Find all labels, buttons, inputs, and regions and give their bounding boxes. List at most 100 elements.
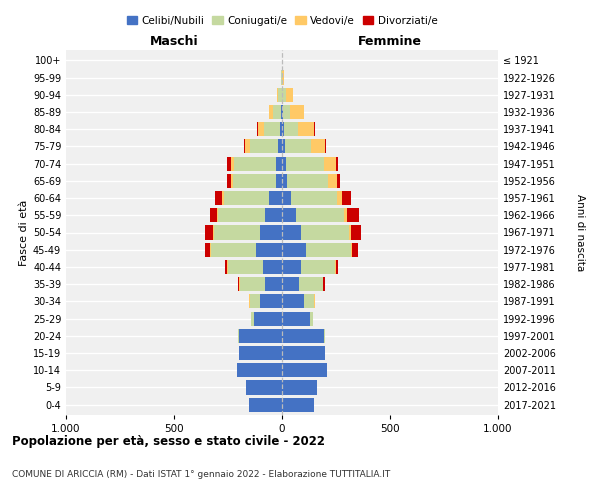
Bar (238, 328, 239, 343)
Bar (205, 226, 213, 239)
Bar (304, 294, 314, 308)
Bar (343, 191, 351, 205)
Bar (257, 122, 258, 136)
Bar (277, 88, 278, 102)
Bar (269, 105, 274, 119)
Bar (239, 346, 282, 360)
Bar (282, 380, 317, 394)
Bar (231, 174, 233, 188)
Text: Popolazione per età, sesso e stato civile - 2022: Popolazione per età, sesso e stato civil… (12, 435, 325, 448)
Bar (209, 242, 211, 257)
Bar (282, 208, 296, 222)
Bar (258, 122, 263, 136)
Bar (263, 260, 282, 274)
Bar (347, 208, 359, 222)
Bar (218, 208, 265, 222)
Bar (286, 156, 324, 170)
Bar (240, 277, 265, 291)
Bar (282, 156, 286, 170)
Bar (256, 242, 282, 257)
Bar (285, 140, 311, 153)
Text: Maschi: Maschi (149, 36, 199, 49)
Bar (352, 242, 358, 257)
Bar (265, 277, 282, 291)
Bar (290, 105, 304, 119)
Bar (205, 242, 209, 257)
Bar (283, 105, 290, 119)
Bar (236, 363, 282, 378)
Bar (324, 328, 325, 343)
Bar (282, 242, 306, 257)
Bar (325, 140, 326, 153)
Bar (287, 174, 328, 188)
Bar (323, 277, 325, 291)
Bar (299, 277, 323, 291)
Bar (233, 174, 275, 188)
Bar (282, 294, 304, 308)
Bar (247, 380, 282, 394)
Bar (282, 363, 328, 378)
Bar (282, 328, 324, 343)
Text: COMUNE DI ARICCIA (RM) - Dati ISTAT 1° gennaio 2022 - Elaborazione TUTTITALIA.IT: COMUNE DI ARICCIA (RM) - Dati ISTAT 1° g… (12, 470, 390, 479)
Bar (251, 312, 254, 326)
Bar (278, 88, 281, 102)
Bar (231, 156, 235, 170)
Bar (336, 156, 338, 170)
Bar (227, 260, 228, 274)
Bar (290, 191, 337, 205)
Bar (217, 208, 218, 222)
Bar (306, 242, 351, 257)
Bar (282, 122, 284, 136)
Bar (254, 312, 282, 326)
Bar (282, 277, 299, 291)
Bar (260, 226, 282, 239)
Bar (351, 226, 361, 239)
Bar (328, 174, 337, 188)
Bar (260, 294, 282, 308)
Bar (344, 208, 347, 222)
Bar (263, 122, 280, 136)
Bar (281, 70, 282, 85)
Bar (235, 156, 275, 170)
Bar (281, 105, 282, 119)
Bar (283, 88, 286, 102)
Bar (275, 174, 282, 188)
Bar (213, 226, 214, 239)
Bar (282, 191, 290, 205)
Bar (222, 191, 224, 205)
Bar (282, 140, 285, 153)
Bar (239, 328, 282, 343)
Bar (282, 260, 301, 274)
Bar (282, 312, 310, 326)
Bar (250, 140, 278, 153)
Text: Femmine: Femmine (358, 36, 422, 49)
Bar (296, 208, 344, 222)
Bar (324, 156, 336, 170)
Y-axis label: Anni di nascita: Anni di nascita (575, 194, 586, 271)
Bar (248, 398, 282, 411)
Legend: Celibi/Nubili, Coniugati/e, Vedovi/e, Divorziati/e: Celibi/Nubili, Coniugati/e, Vedovi/e, Di… (122, 12, 442, 30)
Bar (274, 105, 281, 119)
Bar (284, 122, 298, 136)
Bar (245, 140, 250, 153)
Bar (244, 140, 245, 153)
Bar (250, 294, 260, 308)
Bar (286, 88, 293, 102)
Bar (282, 398, 314, 411)
Bar (349, 226, 351, 239)
Bar (337, 174, 340, 188)
Bar (227, 174, 231, 188)
Bar (227, 156, 231, 170)
Bar (280, 122, 282, 136)
Bar (337, 191, 343, 205)
Bar (215, 191, 222, 205)
Bar (282, 346, 325, 360)
Bar (278, 140, 282, 153)
Bar (310, 312, 313, 326)
Bar (351, 242, 352, 257)
Bar (211, 242, 256, 257)
Bar (224, 191, 269, 205)
Bar (214, 226, 260, 239)
Bar (282, 174, 287, 188)
Bar (283, 70, 284, 85)
